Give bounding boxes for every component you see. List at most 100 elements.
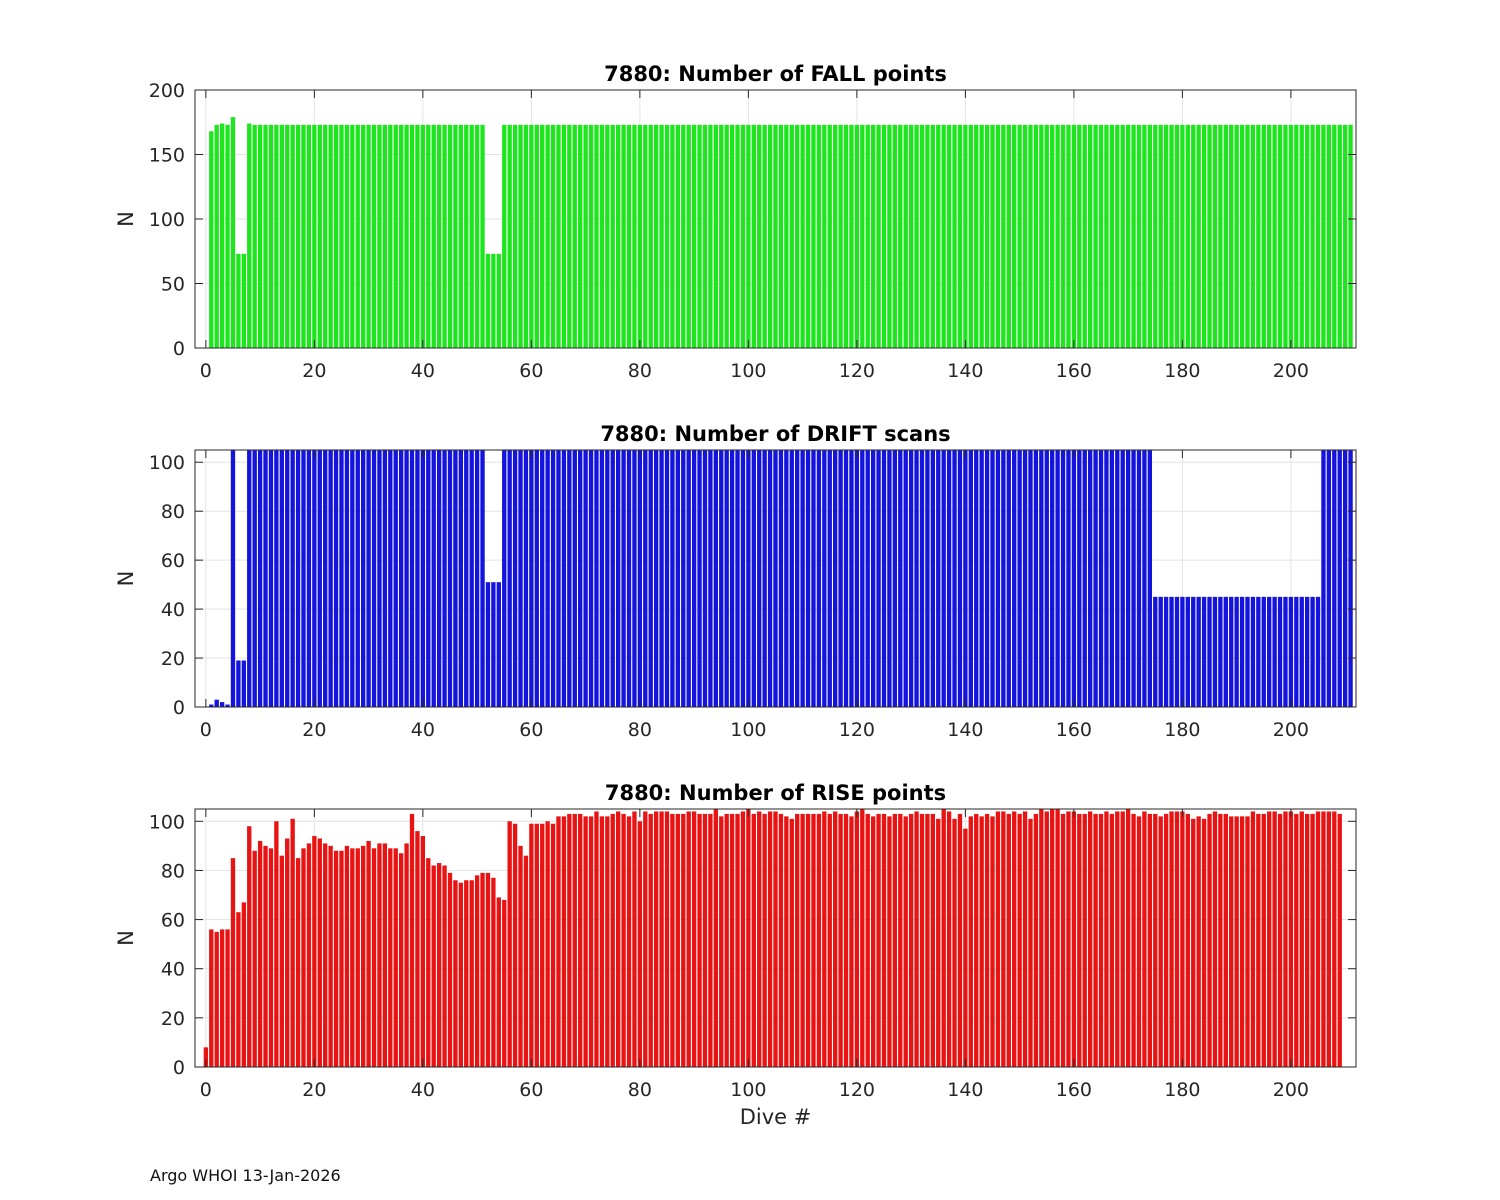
fall-bar [800,124,805,348]
drift-bar [393,450,398,707]
drift-bar [1044,450,1049,707]
rise-bar [502,899,507,1067]
drift-bar [1305,596,1310,707]
drift-bar [1039,450,1044,707]
rise-bar [447,872,453,1067]
fall-bar [382,124,388,348]
rise-bar [979,816,984,1067]
drift-bar [306,450,312,707]
fall-bar [822,124,827,348]
rise-bar [1077,813,1082,1067]
fall-bar [903,124,908,348]
fall-bar [751,124,756,348]
fall-bar [1131,124,1136,348]
drift-bar [1288,596,1294,707]
drift-bar [919,450,925,707]
drift-bar [534,450,539,707]
fall-bar [1223,124,1228,348]
rise-bar [941,809,946,1067]
drift-bar [415,450,420,707]
fall-bar [805,124,811,348]
rise-bar [936,818,941,1067]
fall-bar [464,124,469,348]
drift-bar [941,450,946,707]
rise-bar [1055,809,1060,1067]
x-tick-label: 100 [730,1079,766,1101]
rise-bar [339,850,344,1067]
fall-bar [795,124,800,348]
drift-bar [963,450,968,707]
x-tick-label: 40 [411,719,435,741]
rise-bar [1022,811,1028,1067]
rise-bar [1001,811,1006,1067]
rise-bar [567,813,572,1067]
rise-bar [735,813,740,1067]
fall-bar [209,131,214,348]
fall-bar [621,124,626,348]
rise-bar [328,845,333,1067]
drift-bar [1245,596,1250,707]
rise-bar [697,813,702,1067]
fall-bar [930,124,936,348]
drift-bar [887,450,892,707]
drift-bar [1093,450,1098,707]
drift-bar [545,450,550,707]
drift-bar [1272,596,1277,707]
y-tick-label: 20 [161,1008,185,1030]
fall-title: 7880: Number of FALL points [604,62,947,86]
fall-bar [420,124,426,348]
drift-bar [436,450,442,707]
fall-bar [447,124,453,348]
drift-title: 7880: Number of DRIFT scans [600,422,950,446]
drift-bar [594,450,599,707]
rise-bar [1147,813,1153,1067]
fall-bar [556,124,561,348]
fall-bar [274,124,279,348]
drift-bar [1191,596,1196,707]
fall-bar [610,124,615,348]
drift-bar [426,450,431,707]
rise-bar [632,811,637,1067]
fall-bar [458,124,464,348]
drift-bar [556,450,561,707]
drift-bar [870,450,876,707]
fall-bar [344,124,350,348]
fall-bar [865,124,870,348]
rise-bar [990,816,995,1067]
rise-bar [637,821,643,1067]
drift-bar [773,450,778,707]
drift-bar [1098,450,1104,707]
drift-bar [1115,450,1120,707]
y-tick-label: 100 [149,452,185,474]
fall-bar [1212,124,1218,348]
fall-bar [1191,124,1196,348]
drift-bar [518,450,523,707]
rise-bar [1261,813,1266,1067]
fall-bar [1158,124,1163,348]
fall-bar [523,124,529,348]
rise-bar [919,813,925,1067]
rise-bar [209,929,214,1067]
rise-bar [898,813,903,1067]
rise-bar [778,813,784,1067]
fall-bar [583,124,588,348]
x-tick-label: 200 [1273,719,1309,741]
rise-bar [626,816,632,1067]
fall-bar [594,124,599,348]
rise-bar [388,848,393,1067]
fall-bar [398,124,404,348]
fall-bar [664,124,670,348]
drift-bar [523,450,529,707]
fall-bar [1033,124,1039,348]
y-tick-label: 80 [161,860,185,882]
drift-bar [567,450,572,707]
fall-panel: 0 20 40 60 80 100 120 140 160 180 200 0 50 100 150 200 7… [114,62,1357,382]
drift-bar [946,450,952,707]
drift-bar [285,450,290,707]
fall-bar [697,124,702,348]
fall-bar [1050,124,1055,348]
fall-bar [1196,124,1201,348]
rise-bar [1017,813,1022,1067]
fall-bar [1207,124,1212,348]
rise-bar [371,848,377,1067]
